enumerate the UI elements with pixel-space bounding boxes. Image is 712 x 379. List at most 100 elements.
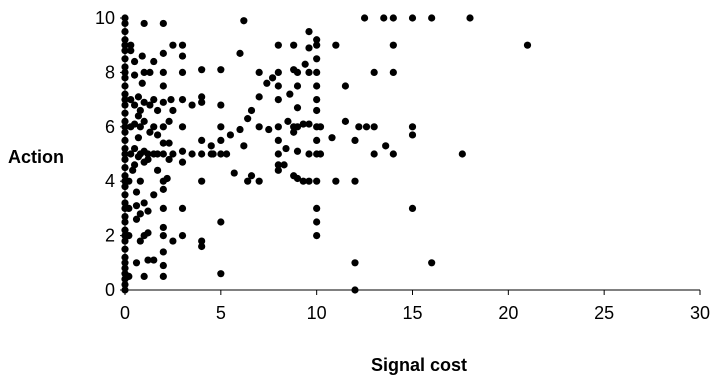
data-point [389,150,397,158]
data-point [144,155,152,164]
data-point [178,96,187,104]
data-point [188,150,196,158]
data-point [458,150,466,158]
data-point [389,68,397,76]
data-point [144,207,152,215]
data-point [125,232,133,240]
data-point [265,125,273,134]
data-point [169,150,177,158]
data-point [178,52,187,60]
data-point [140,117,148,125]
data-point [274,150,282,158]
data-point [159,49,167,57]
data-point [316,123,325,131]
data-point [167,96,175,104]
data-point [178,232,187,240]
data-point [159,98,167,106]
data-point [274,166,282,174]
data-point [293,104,302,112]
data-point [355,123,363,131]
data-point [362,123,371,131]
data-point [282,144,290,153]
data-point [293,174,302,183]
data-point [360,14,369,22]
data-point [274,68,282,76]
data-point [140,98,148,106]
data-point [134,112,143,120]
data-point [244,177,252,185]
data-point [150,57,158,66]
data-point [136,123,144,131]
data-point [408,14,417,22]
data-point [351,136,359,144]
data-point [263,79,271,87]
data-point [313,41,321,49]
data-point [370,68,378,76]
data-point [153,106,162,115]
data-point [138,79,146,87]
data-point [299,120,307,128]
data-point [159,232,167,240]
data-point [169,237,177,245]
data-point [217,101,225,109]
data-point [178,123,187,131]
data-point [255,123,263,131]
data-point [178,68,187,76]
data-point [198,136,206,144]
data-point [144,256,152,264]
data-point [284,117,292,125]
data-point [198,66,206,74]
data-point [293,82,302,90]
data-point [313,218,321,226]
data-point [274,41,282,49]
data-point [134,134,143,142]
data-point [198,98,206,106]
data-point [293,123,302,131]
data-point [255,68,263,76]
data-point [209,150,217,158]
data-point [159,272,167,280]
data-point [159,248,167,256]
data-point [146,128,154,136]
data-point [236,125,244,134]
y-axis-title: Action [8,147,64,167]
plot-area [121,14,532,294]
data-point [217,270,225,278]
data-point [328,134,336,142]
data-point [136,210,144,218]
data-point [159,123,167,131]
data-point [198,242,206,251]
data-point [132,215,141,223]
data-point [290,128,298,136]
data-point [313,55,321,63]
data-point [341,117,350,125]
data-point [332,177,340,185]
data-point [351,177,359,185]
x-tick-label: 5 [216,303,226,323]
data-point [159,19,167,28]
data-point [146,68,154,76]
data-point [305,68,313,76]
data-point [150,191,158,199]
data-point [305,150,313,158]
data-point [247,106,256,115]
y-axis-ticks: 0 2 4 6 8 10 [95,8,125,300]
data-point [207,142,215,150]
x-tick-label: 20 [498,303,518,323]
data-point [313,232,321,240]
data-point [153,131,162,139]
data-point [217,218,225,226]
data-point [159,139,167,147]
data-point [136,177,144,185]
data-point [178,147,187,155]
data-point [293,68,302,76]
data-point [255,177,263,185]
x-tick-label: 30 [690,303,710,323]
data-point [370,123,378,131]
data-point [274,161,282,169]
data-point [255,93,263,101]
x-tick-label: 15 [402,303,422,323]
data-point [153,150,162,158]
data-point [163,174,171,183]
